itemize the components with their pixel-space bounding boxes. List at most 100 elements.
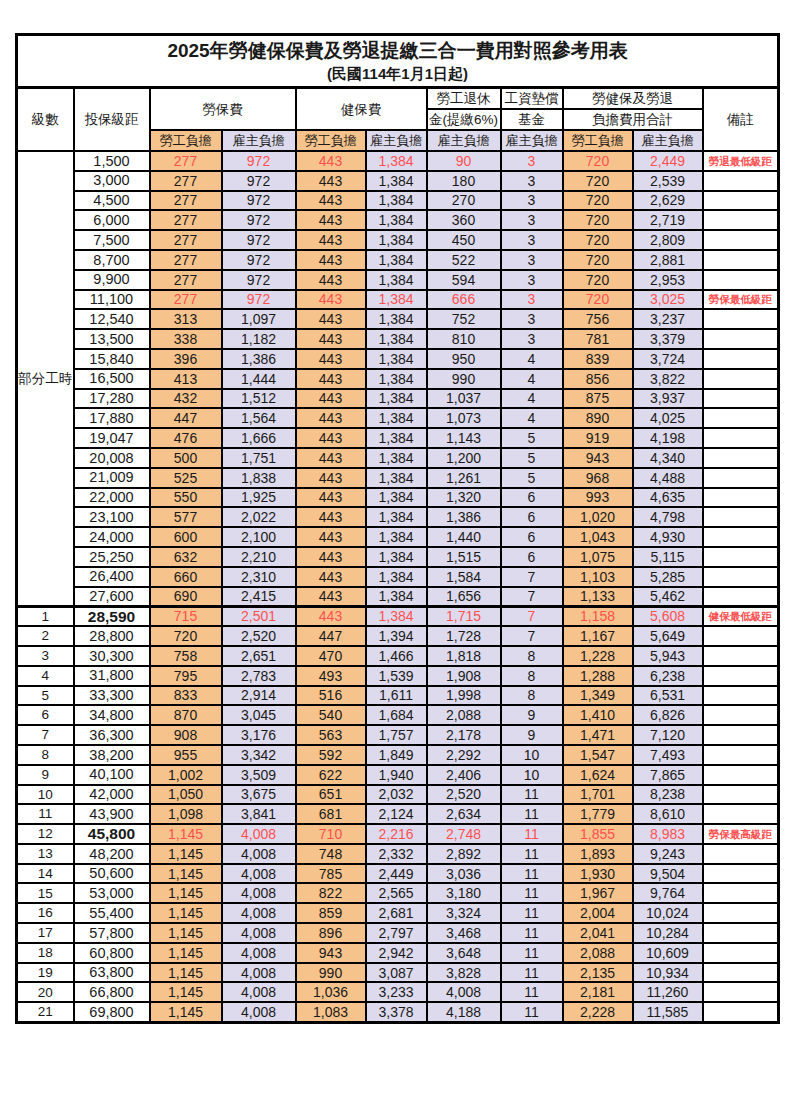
pension-employer-cell: 450 bbox=[427, 230, 501, 250]
table-row: 634,8008703,0455401,6842,08891,4106,826 bbox=[17, 705, 779, 725]
total-employer-cell: 8,610 bbox=[633, 804, 703, 824]
health-employer-cell: 1,384 bbox=[366, 210, 427, 230]
table-row: 22,0005501,9254431,3841,32069934,635 bbox=[17, 488, 779, 508]
table-row: 15,8403961,3864431,38495048393,724 bbox=[17, 349, 779, 369]
pension-employer-cell: 1,908 bbox=[427, 666, 501, 686]
total-employee-cell: 1,075 bbox=[563, 547, 633, 567]
labor-employee-cell: 525 bbox=[150, 468, 222, 488]
labor-employer-cell: 972 bbox=[222, 290, 296, 310]
labor-employee-cell: 1,050 bbox=[150, 785, 222, 805]
title-row: 2025年勞健保保費及勞退提繳三合一費用對照參考用表 (民國114年1月1日起) bbox=[17, 35, 779, 88]
table-title-cell: 2025年勞健保保費及勞退提繳三合一費用對照參考用表 (民國114年1月1日起) bbox=[17, 35, 779, 88]
labor-employer-cell: 1,564 bbox=[222, 408, 296, 428]
total-employee-cell: 1,158 bbox=[563, 606, 633, 626]
pension-employer-cell: 2,634 bbox=[427, 804, 501, 824]
col-header-total-line2: 負擔費用合計 bbox=[563, 109, 703, 130]
pension-employer-cell: 3,324 bbox=[427, 903, 501, 923]
wage-fund-employer-cell: 7 bbox=[501, 606, 563, 626]
total-employee-cell: 781 bbox=[563, 329, 633, 349]
labor-employer-cell: 4,008 bbox=[222, 824, 296, 844]
table-row: 3,0002779724431,38418037202,539 bbox=[17, 171, 779, 191]
total-employer-cell: 4,340 bbox=[633, 448, 703, 468]
table-row: 128,5907152,5014431,3841,71571,1585,608健… bbox=[17, 606, 779, 626]
total-employer-cell: 2,719 bbox=[633, 210, 703, 230]
remark-cell bbox=[703, 468, 779, 488]
col-header-total-line1: 勞健保及勞退 bbox=[563, 88, 703, 110]
total-employee-cell: 720 bbox=[563, 290, 633, 310]
health-employee-cell: 710 bbox=[296, 824, 366, 844]
pension-employer-cell: 1,998 bbox=[427, 686, 501, 706]
table-row: 8,7002779724431,38452237202,881 bbox=[17, 250, 779, 270]
remark-cell bbox=[703, 765, 779, 785]
labor-employer-cell: 3,841 bbox=[222, 804, 296, 824]
table-row: 16,5004131,4444431,38499048563,822 bbox=[17, 369, 779, 389]
salary-cell: 45,800 bbox=[74, 824, 150, 844]
health-employer-cell: 1,384 bbox=[366, 527, 427, 547]
health-employer-cell: 1,384 bbox=[366, 270, 427, 290]
health-employer-cell: 1,384 bbox=[366, 349, 427, 369]
total-employee-cell: 1,967 bbox=[563, 883, 633, 903]
total-employer-cell: 2,449 bbox=[633, 151, 703, 171]
wage-fund-employer-cell: 7 bbox=[501, 587, 563, 607]
salary-cell: 19,047 bbox=[74, 428, 150, 448]
col-header-level: 級數 bbox=[17, 88, 74, 152]
level-cell: 17 bbox=[17, 923, 74, 943]
labor-employer-cell: 972 bbox=[222, 250, 296, 270]
labor-employee-cell: 1,145 bbox=[150, 883, 222, 903]
level-cell: 1 bbox=[17, 606, 74, 626]
labor-employee-cell: 1,098 bbox=[150, 804, 222, 824]
total-employer-cell: 6,826 bbox=[633, 705, 703, 725]
part-time-level-cell: 部分工時 bbox=[17, 151, 74, 606]
pension-employer-cell: 752 bbox=[427, 309, 501, 329]
table-row: 838,2009553,3425921,8492,292101,5477,493 bbox=[17, 745, 779, 765]
health-employee-cell: 1,083 bbox=[296, 1002, 366, 1022]
pension-employer-cell: 1,320 bbox=[427, 488, 501, 508]
pension-employer-cell: 4,008 bbox=[427, 982, 501, 1002]
health-employee-cell: 443 bbox=[296, 290, 366, 310]
labor-employer-cell: 2,520 bbox=[222, 626, 296, 646]
total-employee-cell: 2,181 bbox=[563, 982, 633, 1002]
remark-cell: 勞退最低級距 bbox=[703, 151, 779, 171]
labor-employer-cell: 1,386 bbox=[222, 349, 296, 369]
labor-employee-cell: 277 bbox=[150, 230, 222, 250]
health-employee-cell: 443 bbox=[296, 151, 366, 171]
remark-cell bbox=[703, 982, 779, 1002]
total-employer-cell: 9,243 bbox=[633, 844, 703, 864]
labor-employer-cell: 2,210 bbox=[222, 547, 296, 567]
table-row: 11,1002779724431,38466637203,025勞保最低級距 bbox=[17, 290, 779, 310]
salary-cell: 21,009 bbox=[74, 468, 150, 488]
wage-fund-employer-cell: 3 bbox=[501, 171, 563, 191]
total-employer-cell: 5,943 bbox=[633, 646, 703, 666]
labor-employee-cell: 277 bbox=[150, 191, 222, 211]
salary-cell: 4,500 bbox=[74, 191, 150, 211]
labor-employee-cell: 277 bbox=[150, 250, 222, 270]
wage-fund-employer-cell: 11 bbox=[501, 982, 563, 1002]
labor-employer-cell: 4,008 bbox=[222, 903, 296, 923]
health-employer-cell: 1,849 bbox=[366, 745, 427, 765]
labor-employee-cell: 396 bbox=[150, 349, 222, 369]
health-employee-cell: 748 bbox=[296, 844, 366, 864]
labor-employee-cell: 313 bbox=[150, 309, 222, 329]
labor-employee-cell: 1,145 bbox=[150, 1002, 222, 1022]
salary-cell: 60,800 bbox=[74, 943, 150, 963]
labor-employer-cell: 2,310 bbox=[222, 567, 296, 587]
salary-cell: 48,200 bbox=[74, 844, 150, 864]
pension-employer-cell: 1,386 bbox=[427, 507, 501, 527]
total-employer-cell: 6,238 bbox=[633, 666, 703, 686]
level-cell: 19 bbox=[17, 963, 74, 983]
labor-employee-cell: 413 bbox=[150, 369, 222, 389]
health-employer-cell: 2,942 bbox=[366, 943, 427, 963]
salary-cell: 30,300 bbox=[74, 646, 150, 666]
remark-cell bbox=[703, 587, 779, 607]
pension-employer-cell: 522 bbox=[427, 250, 501, 270]
total-employer-cell: 4,025 bbox=[633, 408, 703, 428]
labor-employee-cell: 715 bbox=[150, 606, 222, 626]
total-employee-cell: 1,167 bbox=[563, 626, 633, 646]
level-cell: 13 bbox=[17, 844, 74, 864]
remark-cell bbox=[703, 428, 779, 448]
pension-employer-cell: 666 bbox=[427, 290, 501, 310]
wage-fund-employer-cell: 3 bbox=[501, 270, 563, 290]
labor-employer-cell: 4,008 bbox=[222, 844, 296, 864]
subheader-labor-employer: 雇主負擔 bbox=[222, 130, 296, 151]
pension-employer-cell: 2,178 bbox=[427, 725, 501, 745]
